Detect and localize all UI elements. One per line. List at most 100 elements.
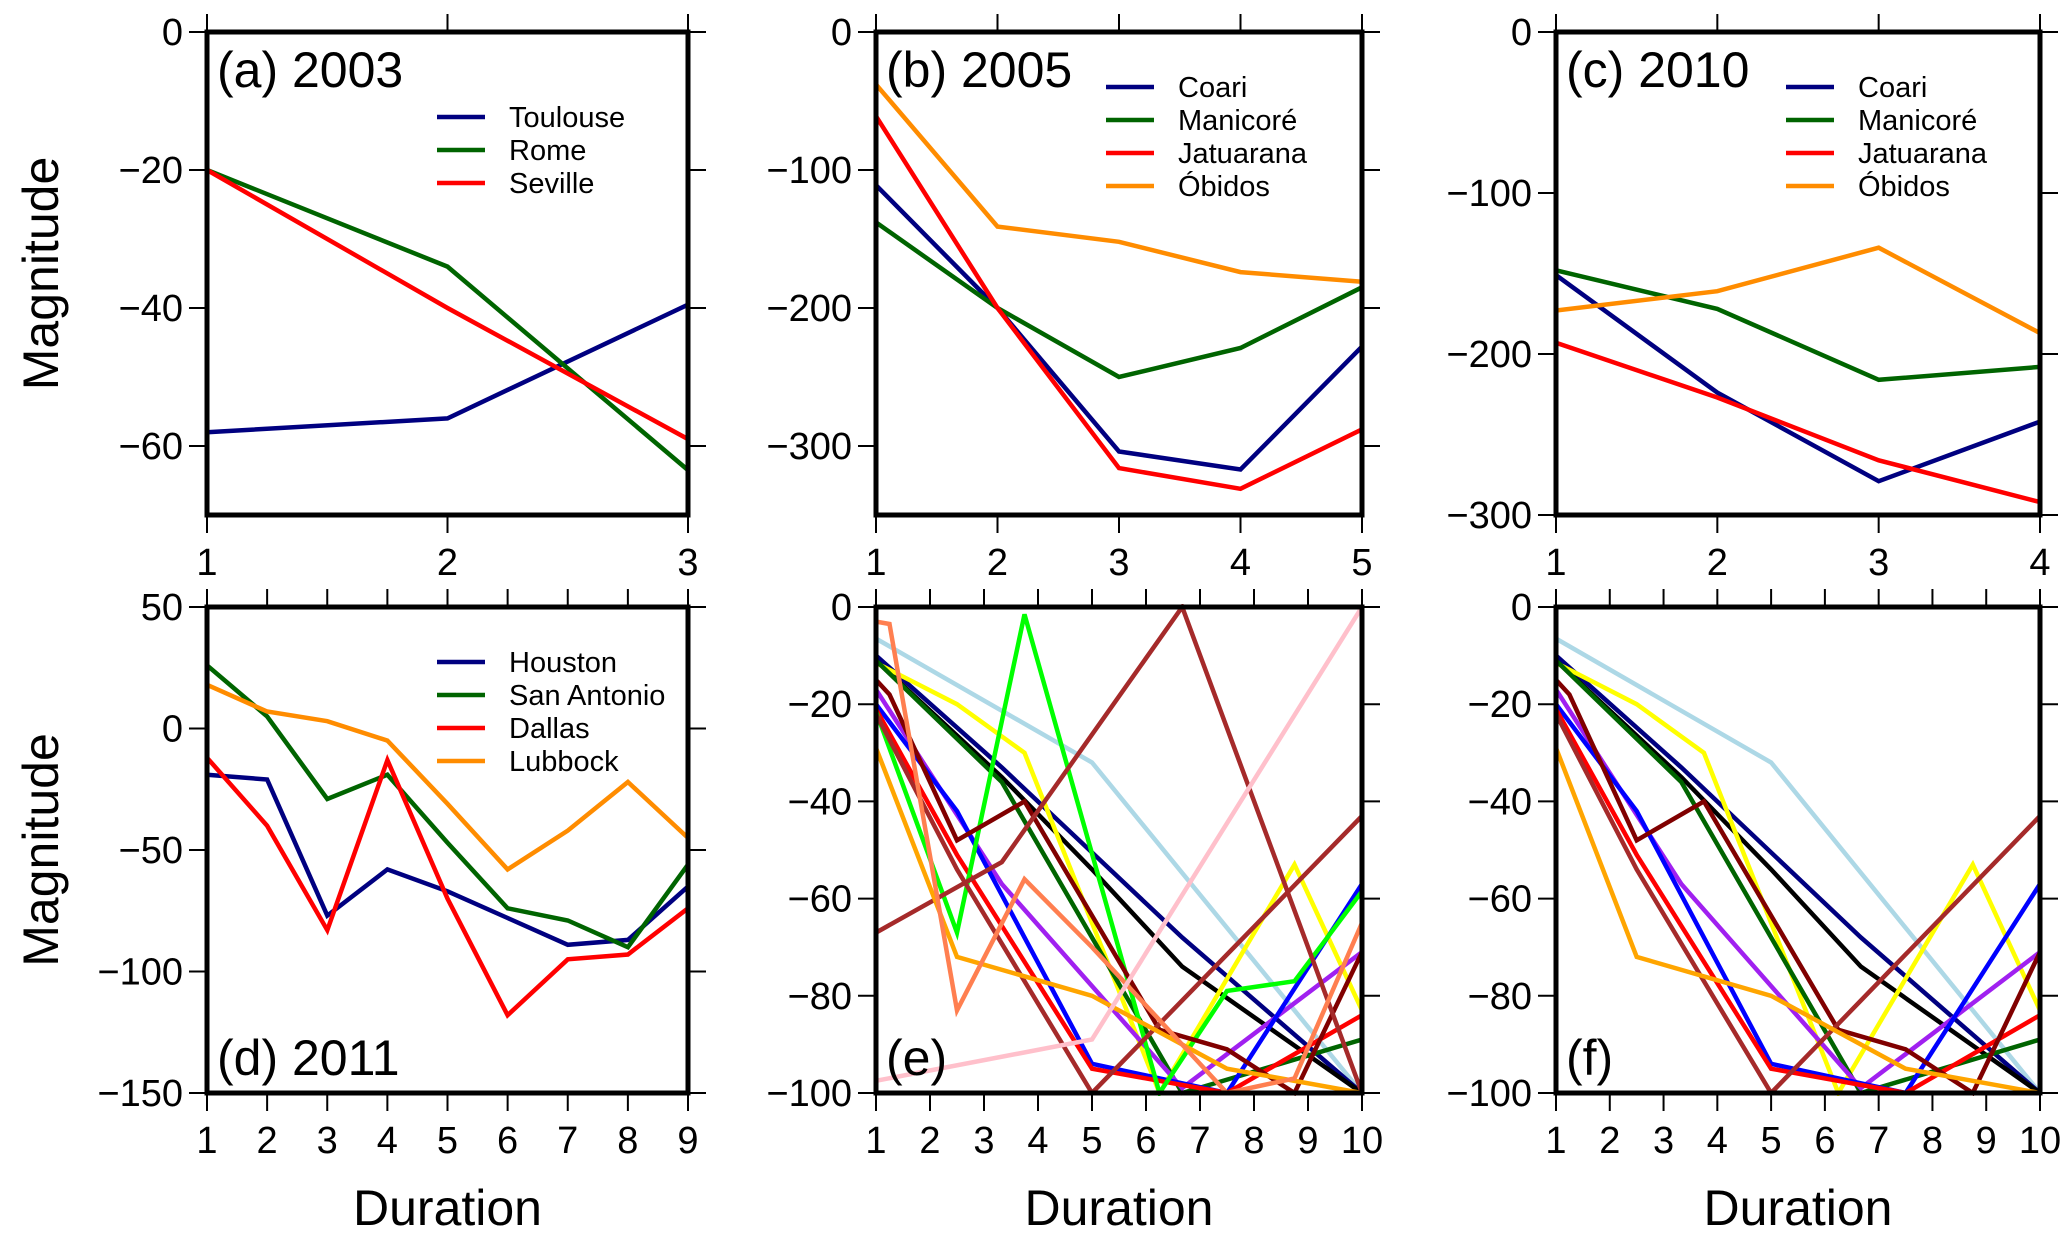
x-tick-label: 10 <box>2019 1120 2061 1162</box>
x-tick-label: 1 <box>1545 1120 1566 1162</box>
plot-frame <box>1553 29 2043 518</box>
legend-label: Jatuarana <box>1178 138 1308 170</box>
series-line-navy <box>1556 653 2040 1095</box>
series-line-black <box>1556 658 2040 1095</box>
series-line-coral <box>876 619 1362 1096</box>
series-line-yellow <box>1556 660 2040 1096</box>
x-tick-label: 3 <box>677 542 698 584</box>
series-line--bidos <box>1556 245 2040 336</box>
legend-label: Manicoré <box>1178 105 1297 137</box>
series-line-dallas <box>207 753 688 1019</box>
series-line-yellow <box>876 660 1362 1096</box>
x-tick-label: 9 <box>1297 1120 1318 1162</box>
x-tick-label: 2 <box>987 542 1008 584</box>
series-line-toulouse <box>207 302 688 435</box>
y-tick-label: −150 <box>97 1073 183 1115</box>
legend-label: Coari <box>1858 72 1927 104</box>
series-line-manicor- <box>876 220 1362 380</box>
legend-label: Dallas <box>509 713 590 745</box>
panel-b: 1 2 3 4 5 0 −100 −200 −300 (b) 2005 CoariManicoréJ… <box>766 12 1380 584</box>
panel-title: (d) 2011 <box>217 1030 400 1086</box>
panel-title: (c) 2010 <box>1566 42 1749 98</box>
x-tick-label: 1 <box>196 542 217 584</box>
y-tick-label: −100 <box>766 1073 852 1115</box>
series-group <box>876 82 1362 492</box>
y-tick-label: −20 <box>119 150 183 192</box>
y-tick-label: −50 <box>119 830 183 872</box>
series-line-jatuarana <box>1556 340 2040 505</box>
y-tick-label: −100 <box>97 952 183 994</box>
y-tick-label: −40 <box>119 288 183 330</box>
y-tick-label: 0 <box>1511 587 1532 629</box>
x-tick-label: 7 <box>1868 1120 1889 1162</box>
series-group <box>1556 636 2040 1096</box>
legend-label: Coari <box>1178 72 1247 104</box>
y-tick-label: −60 <box>788 879 852 921</box>
series-line-brown-a <box>876 712 1362 1096</box>
y-tick-label: −60 <box>119 426 183 468</box>
x-tick-label: 3 <box>1653 1120 1674 1162</box>
x-tick-label: 6 <box>497 1120 518 1162</box>
panel-f: 1 2 3 4 5 6 7 8 9 10 0 −20 −40 −60 −80 −100 (f) Duration <box>1446 587 2061 1236</box>
x-tick-label: 9 <box>677 1120 698 1162</box>
series-line-red <box>876 708 1362 1096</box>
x-tick-label: 3 <box>973 1120 994 1162</box>
plot-frame <box>1553 604 2043 1096</box>
y-tick-label: −100 <box>1446 1073 1532 1115</box>
legend-label: Óbidos <box>1858 170 1950 203</box>
x-tick-label: 5 <box>1761 1120 1782 1162</box>
series-line-lubbock <box>207 682 688 873</box>
x-tick-label: 1 <box>865 1120 886 1162</box>
series-line-seville <box>207 168 688 442</box>
y-tick-label: −40 <box>1468 781 1532 823</box>
x-tick-label: 2 <box>1599 1120 1620 1162</box>
series-line-blue <box>876 702 1362 1096</box>
x-tick-label: 8 <box>1922 1120 1943 1162</box>
y-tick-label: −40 <box>788 781 852 823</box>
x-tick-label: 6 <box>1814 1120 1835 1162</box>
series-line--bidos <box>876 82 1362 285</box>
x-tick-label: 10 <box>1341 1120 1383 1162</box>
series-line-maroon <box>1556 678 2040 1096</box>
y-tick-label: 0 <box>162 709 183 751</box>
series-line-rome <box>207 167 688 472</box>
series-line-orange <box>876 747 1362 1096</box>
x-tick-label: 4 <box>1027 1120 1048 1162</box>
x-tick-label: 4 <box>2029 542 2050 584</box>
series-line-blue <box>1556 702 2040 1096</box>
series-group <box>207 167 688 472</box>
x-axis-label: Duration <box>353 1180 542 1236</box>
x-tick-label: 1 <box>1545 542 1566 584</box>
x-tick-label: 8 <box>1243 1120 1264 1162</box>
y-tick-label: −100 <box>1446 173 1532 215</box>
legend-label: Manicoré <box>1858 105 1977 137</box>
x-axis-label: Duration <box>1704 1180 1893 1236</box>
y-tick-label: −80 <box>788 976 852 1018</box>
x-tick-label: 9 <box>1976 1120 1997 1162</box>
series-group <box>207 663 688 1019</box>
series-line-brown-a <box>1556 712 2040 1096</box>
legend-label: Rome <box>509 135 586 167</box>
x-tick-label: 6 <box>1135 1120 1156 1162</box>
series-group <box>876 604 1362 1096</box>
series-line-san-antonio <box>207 663 688 950</box>
panel-d: 1 2 3 4 5 6 7 8 9 50 0 −50 −100 −150 (d) 2011 Magnitude… <box>13 587 706 1236</box>
series-line-black <box>876 658 1362 1095</box>
x-tick-label: 7 <box>1189 1120 1210 1162</box>
panel-title: (b) 2005 <box>886 42 1072 98</box>
series-line-manicor- <box>1556 268 2040 383</box>
panel-c: 1 2 3 4 0 −100 −200 −300 (c) 2010 CoariManicoréJa… <box>1446 12 2058 584</box>
y-tick-label: −300 <box>1446 495 1532 537</box>
series-line-pink <box>876 605 1362 1084</box>
legend-label: Seville <box>509 168 594 200</box>
legend-label: Lubbock <box>509 746 619 778</box>
panel-title: (e) <box>886 1030 947 1086</box>
series-line-jatuarana <box>876 114 1362 492</box>
series-line-houston <box>207 772 688 948</box>
series-line-orange <box>1556 747 2040 1096</box>
x-tick-label: 4 <box>1230 542 1251 584</box>
